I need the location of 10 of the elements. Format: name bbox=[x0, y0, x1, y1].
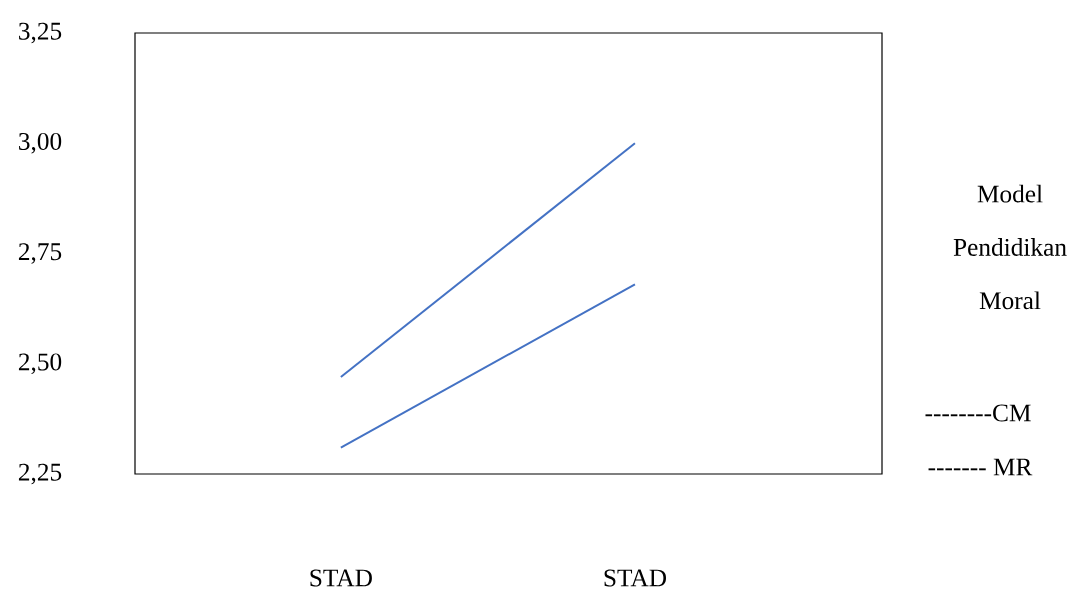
y-tick-label: 3,00 bbox=[19, 132, 62, 154]
y-tick-label: 2,75 bbox=[18, 243, 62, 264]
y-tick-label: 2,50 bbox=[18, 353, 62, 375]
text: --------CM bbox=[925, 404, 1031, 422]
x-tick-label: STAD bbox=[604, 569, 666, 587]
y-tick-label: 3,25 bbox=[19, 22, 62, 44]
text: Model Pendidikan Moral bbox=[953, 184, 1067, 310]
y-tick-label: 2,25 bbox=[18, 463, 62, 485]
x-tick-label: STAD bbox=[310, 569, 372, 587]
text: ------- MR bbox=[928, 458, 1033, 476]
